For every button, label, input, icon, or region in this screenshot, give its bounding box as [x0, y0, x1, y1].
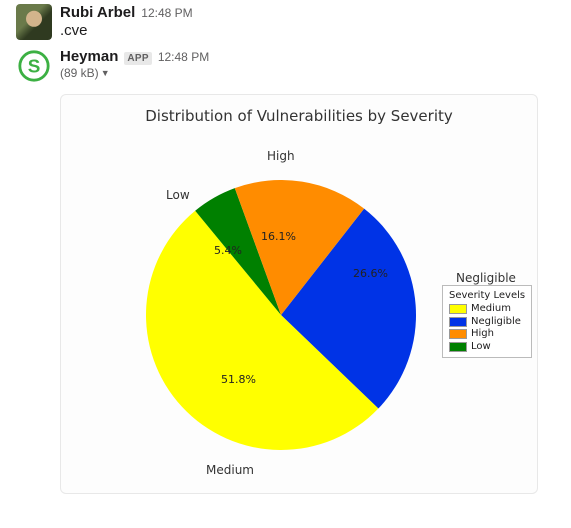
slice-label-high: High [267, 149, 295, 163]
message: S Heyman APP 12:48 PM (89 kB) ▼ [0, 44, 571, 88]
message-header: Heyman APP 12:48 PM [60, 48, 555, 65]
legend-title: Severity Levels [449, 290, 525, 301]
slice-pct-medium: 51.8% [221, 373, 256, 386]
legend-swatch [449, 317, 467, 327]
slice-label-medium: Medium [206, 463, 254, 477]
legend-item: Low [449, 341, 525, 354]
message: Rubi Arbel 12:48 PM .cve [0, 0, 571, 44]
chart-title: Distribution of Vulnerabilities by Sever… [61, 107, 537, 125]
avatar[interactable] [16, 4, 52, 40]
legend-label: Low [471, 341, 491, 354]
slice-pct-high: 16.1% [261, 230, 296, 243]
timestamp[interactable]: 12:48 PM [141, 6, 192, 20]
app-badge: APP [124, 52, 151, 65]
legend-swatch [449, 304, 467, 314]
message-header: Rubi Arbel 12:48 PM [60, 4, 555, 21]
slice-label-negligible: Negligible [456, 271, 516, 285]
legend-label: High [471, 328, 494, 341]
legend-label: Medium [471, 303, 511, 316]
file-meta[interactable]: (89 kB) ▼ [60, 66, 555, 80]
legend-item: Medium [449, 303, 525, 316]
file-size: (89 kB) [60, 66, 99, 80]
message-body: Heyman APP 12:48 PM (89 kB) ▼ [60, 48, 555, 84]
slice-pct-low: 5.4% [214, 244, 242, 257]
slice-pct-negligible: 26.6% [353, 267, 388, 280]
legend-item: High [449, 328, 525, 341]
message-text: .cve [60, 22, 555, 39]
timestamp[interactable]: 12:48 PM [158, 50, 209, 64]
slice-label-low: Low [166, 188, 190, 202]
sender-name[interactable]: Heyman [60, 48, 118, 65]
legend-label: Negligible [471, 316, 521, 329]
legend-swatch [449, 329, 467, 339]
chart-legend: Severity Levels MediumNegligibleHighLow [442, 285, 532, 358]
legend-item: Negligible [449, 316, 525, 329]
message-body: Rubi Arbel 12:48 PM .cve [60, 4, 555, 40]
chevron-down-icon: ▼ [101, 68, 110, 78]
avatar[interactable]: S [16, 48, 52, 84]
attachment-image[interactable]: Distribution of Vulnerabilities by Sever… [60, 94, 538, 494]
legend-swatch [449, 342, 467, 352]
sender-name[interactable]: Rubi Arbel [60, 4, 135, 21]
svg-text:S: S [28, 57, 41, 78]
app-logo-icon: S [17, 49, 51, 83]
pie-chart [146, 180, 416, 450]
